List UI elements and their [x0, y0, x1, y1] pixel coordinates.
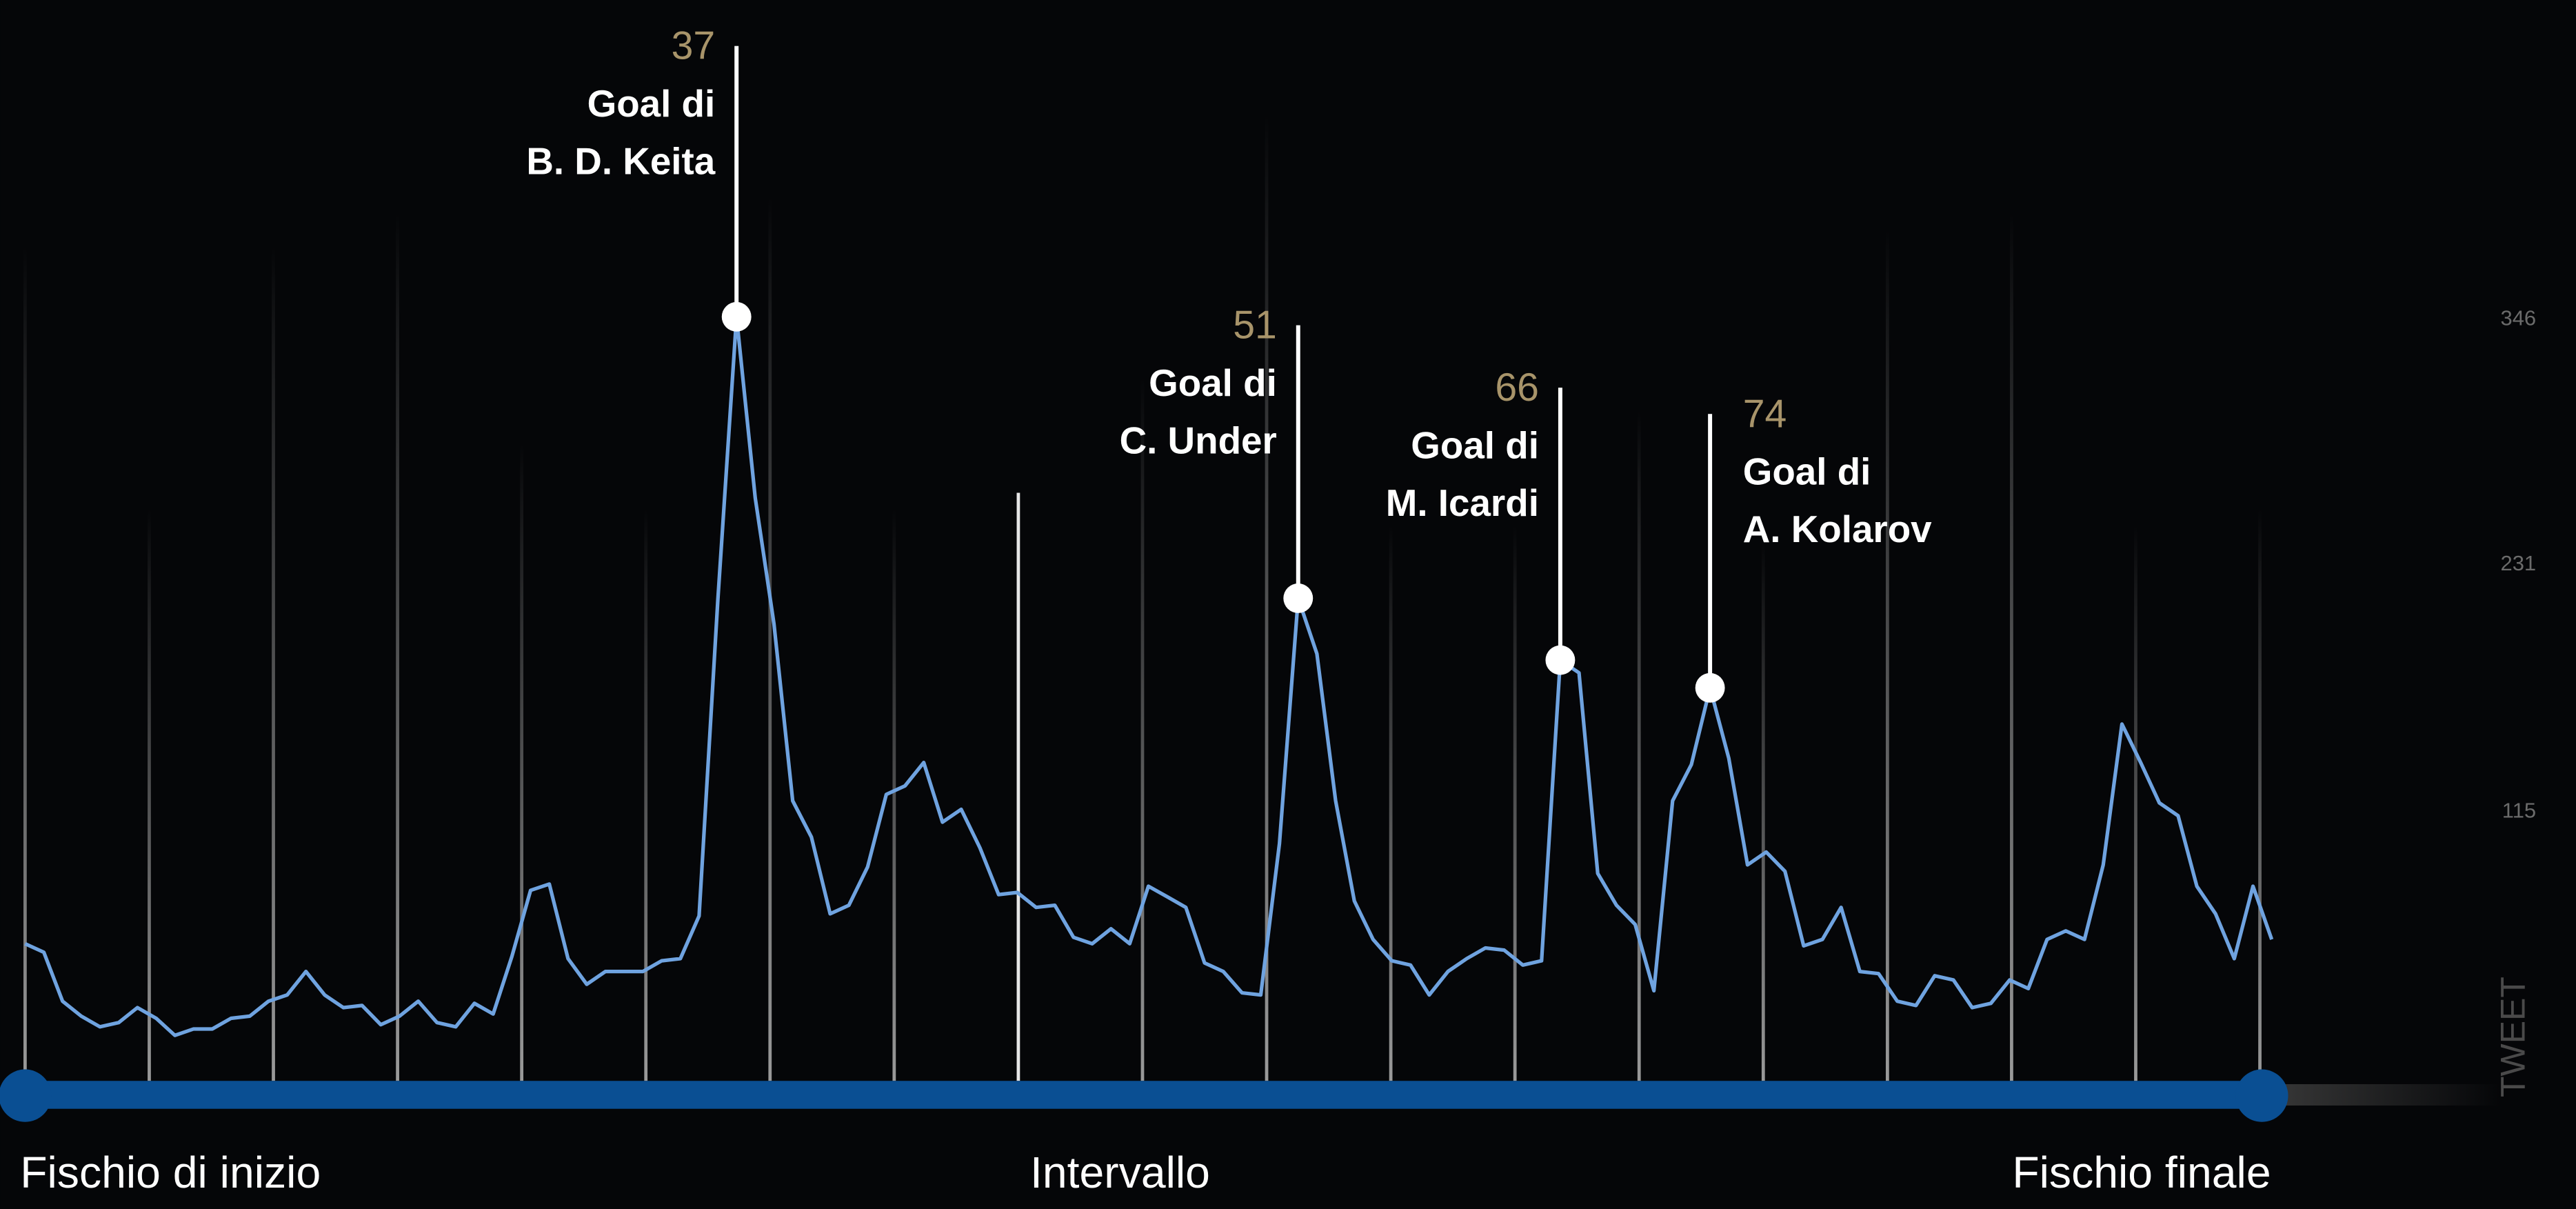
minute-line [768, 197, 772, 1081]
x-label: Fischio finale [2012, 1148, 2271, 1197]
annotation-text: Goal di [1411, 424, 1539, 467]
minute-line [1761, 541, 1765, 1081]
minute-line [1265, 114, 1269, 1081]
y-tick-label: 231 [2501, 551, 2537, 575]
minute-line [1637, 410, 1641, 1081]
annotation-text: C. Under [1120, 419, 1277, 461]
y-tick-label: 115 [2502, 798, 2536, 822]
annotation-minute: 37 [672, 24, 716, 68]
annotation-minute: 51 [1233, 303, 1277, 348]
minute-line [2258, 509, 2262, 1081]
annotation-text: Goal di [1149, 361, 1277, 404]
annotation-minute: 66 [1495, 366, 1539, 410]
minute-line [520, 443, 524, 1081]
annotation-dot [1695, 672, 1725, 703]
x-label: Fischio di inizio [20, 1148, 321, 1197]
minute-line [1016, 492, 1020, 1081]
minute-line [396, 213, 399, 1081]
axis-title: TWEET [2493, 977, 2532, 1097]
minute-line [23, 246, 27, 1081]
annotation-dot [1283, 583, 1314, 613]
timeline-start [0, 1069, 52, 1122]
minute-line [1513, 526, 1517, 1081]
minute-line [2010, 213, 2013, 1081]
minute-line [644, 509, 648, 1081]
timeline-extension [2262, 1083, 2500, 1106]
timeline [25, 1081, 2262, 1109]
annotation-stem [1296, 325, 1300, 599]
x-label: Intervallo [1030, 1148, 1210, 1197]
annotation-minute: 74 [1743, 392, 1787, 436]
annotation-text: M. Icardi [1386, 481, 1539, 524]
minute-line [148, 509, 151, 1081]
timeline-end [2235, 1069, 2288, 1122]
minute-line [1885, 230, 1889, 1081]
annotation-dot [721, 301, 752, 332]
annotation-text: A. Kolarov [1743, 508, 1932, 550]
minute-line [272, 246, 275, 1081]
minute-line [1389, 526, 1393, 1081]
tweet-line [24, 314, 2274, 1037]
annotation-stem [1708, 414, 1713, 688]
annotation-stem [1558, 388, 1562, 661]
annotation-text: Goal di [587, 82, 716, 125]
minute-line [2134, 526, 2137, 1081]
minute-lines [23, 114, 2262, 1081]
y-tick-label: 346 [2501, 306, 2537, 330]
annotation-text: B. D. Keita [526, 139, 715, 182]
minute-line [892, 509, 896, 1081]
minute-line [1140, 377, 1145, 1081]
annotation-text: Goal di [1743, 450, 1871, 493]
annotation-dot [1545, 645, 1576, 675]
annotation-stem [734, 46, 739, 317]
